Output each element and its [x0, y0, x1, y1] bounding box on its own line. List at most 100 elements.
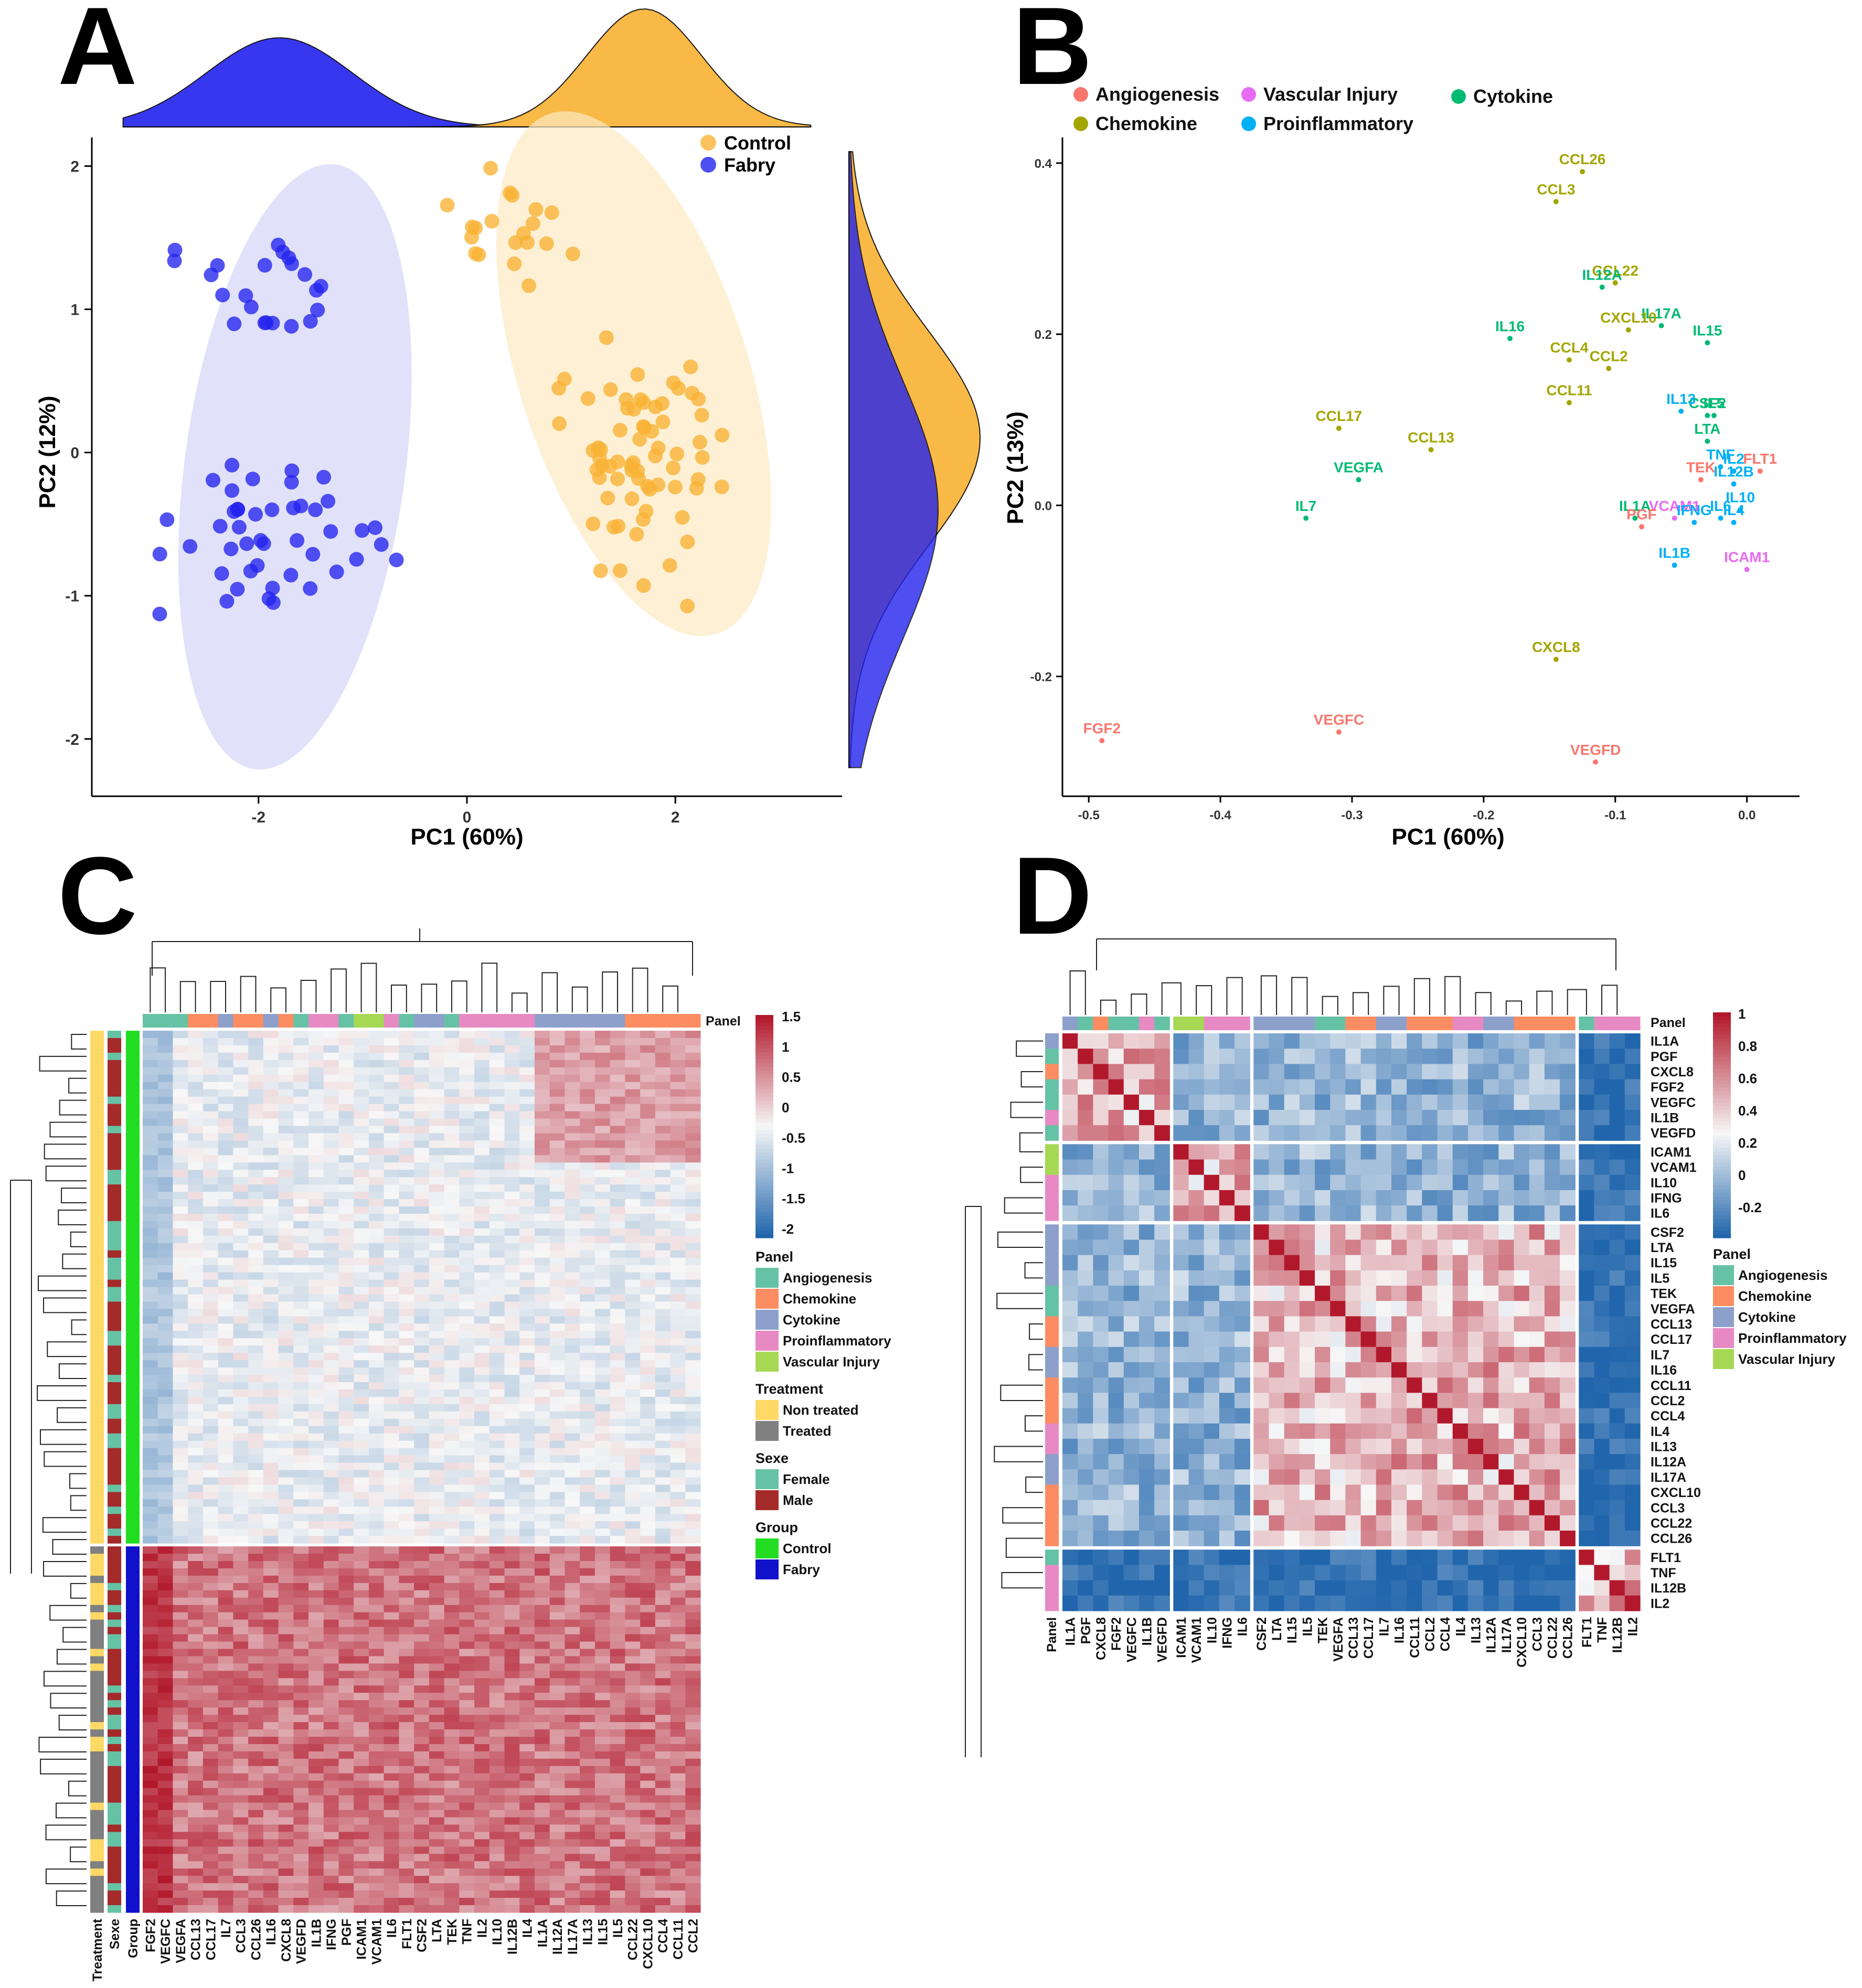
heatmap-cell [444, 1052, 460, 1061]
heatmap-cell [640, 1707, 656, 1715]
heatmap-cell [474, 1484, 490, 1492]
heatmap-cell [640, 1089, 656, 1097]
heatmap-cell [519, 1184, 535, 1192]
heatmap-cell [625, 1396, 641, 1405]
sample-point [225, 483, 240, 498]
heatmap-cell [399, 1367, 414, 1375]
heatmap-cell [368, 1148, 385, 1156]
heatmap-cell [504, 1067, 520, 1075]
panel-b-y-axis-title: PC2 (13%) [1003, 411, 1028, 524]
heatmap-cell [399, 1353, 414, 1361]
heatmap-cell [399, 1627, 414, 1635]
heatmap-cell [248, 1031, 264, 1039]
heatmap-cell [610, 1649, 625, 1657]
heatmap-cell [143, 1382, 158, 1390]
heatmap-cell [368, 1729, 385, 1737]
heatmap-cell [580, 1854, 595, 1862]
sample-point [714, 479, 729, 495]
heatmap-cell [157, 1554, 174, 1562]
heatmap-cell [399, 1685, 414, 1693]
heatmap-cell [534, 1514, 550, 1522]
heatmap-cell [354, 1140, 369, 1148]
heatmap-cell [685, 1404, 701, 1412]
heatmap-cell [173, 1060, 188, 1068]
heatmap-cell [368, 1590, 385, 1598]
heatmap-cell [368, 1228, 385, 1236]
column-dendrogram [150, 928, 693, 1012]
heatmap-cell [429, 1089, 445, 1097]
heatmap-cell [399, 1455, 414, 1463]
heatmap-cell [580, 1309, 595, 1317]
heatmap-cell [354, 1301, 369, 1310]
heatmap-cell [248, 1641, 264, 1650]
heatmap-cell [338, 1067, 354, 1075]
y-tick-label: 0.4 [1035, 157, 1052, 171]
heatmap-cell [670, 1861, 686, 1869]
row-annotation-cell [108, 1883, 121, 1891]
sample-point [257, 258, 272, 273]
heatmap-cell [580, 1228, 595, 1236]
heatmap-cell [293, 1279, 309, 1288]
heatmap-cell [670, 1126, 686, 1134]
heatmap-cell [203, 1876, 219, 1884]
heatmap-cell [233, 1575, 249, 1584]
heatmap-cell [399, 1133, 414, 1141]
sample-point [610, 472, 625, 487]
heatmap-cell [670, 1751, 686, 1759]
heatmap-cell [233, 1656, 249, 1664]
row-annotation-cell [90, 1590, 104, 1598]
heatmap-cell [489, 1619, 505, 1628]
heatmap-cell [610, 1499, 625, 1507]
heatmap-cell [489, 1433, 505, 1441]
heatmap-cell [640, 1038, 656, 1046]
row-annotation-cell [108, 1243, 121, 1251]
heatmap-cell [459, 1612, 475, 1620]
heatmap-cell [414, 1199, 430, 1207]
heatmap-cell [293, 1506, 309, 1514]
heatmap-cell [459, 1795, 475, 1803]
panel-c-dendrograms [10, 928, 693, 1907]
heatmap-cell [263, 1382, 279, 1390]
row-annotation-cell [126, 1331, 140, 1339]
heatmap-cell [354, 1817, 369, 1825]
heatmap-cell [474, 1177, 490, 1185]
heatmap-cell [368, 1448, 385, 1456]
heatmap-cell [444, 1448, 460, 1456]
heatmap-cell [610, 1360, 625, 1368]
heatmap-cell [489, 1396, 505, 1405]
heatmap-cell [489, 1824, 505, 1833]
heatmap-cell [354, 1671, 369, 1679]
heatmap-cell [293, 1612, 309, 1620]
loading-point [1507, 336, 1513, 341]
heatmap-cell [384, 1758, 400, 1767]
heatmap-cell [640, 1367, 656, 1375]
heatmap-cell [655, 1744, 671, 1752]
row-annotation-cell [126, 1546, 140, 1554]
sample-point [224, 541, 239, 557]
heatmap-cell [444, 1389, 460, 1397]
heatmap-cell [655, 1492, 671, 1500]
heatmap-cell [504, 1529, 520, 1536]
heatmap-cell [323, 1294, 339, 1302]
heatmap-cell [399, 1477, 414, 1485]
heatmap-cell [610, 1031, 625, 1039]
heatmap-cell [157, 1795, 174, 1803]
heatmap-cell [489, 1685, 505, 1693]
heatmap-cell [640, 1678, 656, 1686]
heatmap-cell [549, 1780, 566, 1789]
heatmap-cell [308, 1561, 324, 1569]
heatmap-cell [489, 1817, 505, 1825]
heatmap-cell [580, 1627, 595, 1635]
heatmap-cell [670, 1396, 686, 1405]
heatmap-cell [188, 1418, 204, 1427]
heatmap-cell [670, 1331, 686, 1339]
row-annotation-cell [108, 1140, 121, 1148]
heatmap-cell [233, 1404, 249, 1412]
heatmap-cell [173, 1693, 188, 1701]
heatmap-cell [534, 1089, 550, 1097]
sample-point [630, 367, 645, 382]
heatmap-cell [218, 1656, 233, 1664]
heatmap-cell [594, 1492, 611, 1500]
heatmap-cell [459, 1729, 475, 1737]
heatmap-cell [157, 1656, 174, 1664]
